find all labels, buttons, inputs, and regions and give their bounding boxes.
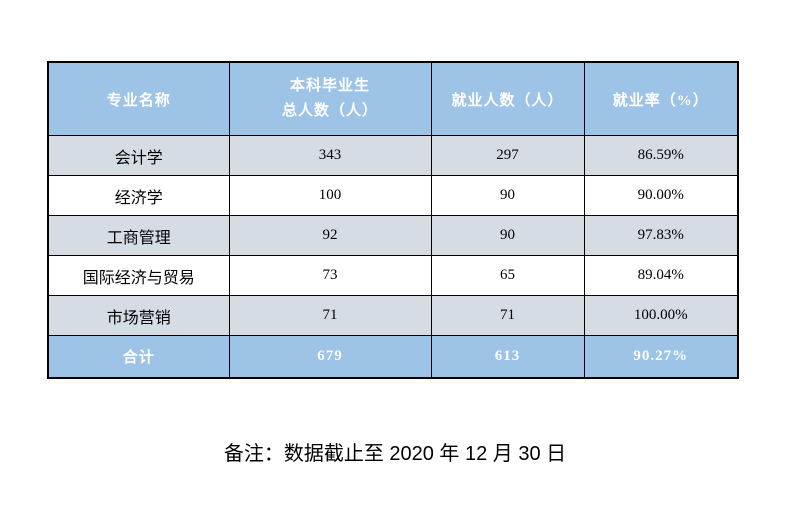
cell-employed: 297 <box>430 135 585 176</box>
cell-major: 工商管理 <box>47 215 230 256</box>
employment-table: 专业名称 本科毕业生 总人数（人） 就业人数（人） 就业率（%） 会计学 343… <box>47 61 739 379</box>
cell-employed: 90 <box>430 215 585 256</box>
table-row-marketing: 市场营销 71 71 100.00% <box>47 295 739 336</box>
cell-rate: 90.00% <box>583 175 739 216</box>
table-header-row: 专业名称 本科毕业生 总人数（人） 就业人数（人） 就业率（%） <box>47 61 739 136</box>
table-row-business-admin: 工商管理 92 90 97.83% <box>47 215 739 256</box>
cell-rate: 97.83% <box>583 215 739 256</box>
cell-employed: 90 <box>430 175 585 216</box>
cell-major: 市场营销 <box>47 295 230 336</box>
table-row-total: 合计 679 613 90.27% <box>47 335 739 379</box>
cell-graduates: 343 <box>228 135 432 176</box>
total-rate: 90.27% <box>583 335 739 379</box>
header-graduates-line1: 本科毕业生 <box>289 78 370 94</box>
footnote-text: 备注：数据截止至 2020 年 12 月 30 日 <box>223 443 567 465</box>
cell-major: 会计学 <box>47 135 230 176</box>
cell-graduates: 73 <box>228 255 432 296</box>
total-label: 合计 <box>47 335 230 379</box>
cell-employed: 65 <box>430 255 585 296</box>
total-graduates: 679 <box>228 335 432 379</box>
cell-major: 经济学 <box>47 175 230 216</box>
table-row-accounting: 会计学 343 297 86.59% <box>47 135 739 176</box>
header-cell-employed: 就业人数（人） <box>430 61 585 136</box>
cell-rate: 86.59% <box>583 135 739 176</box>
header-graduates-line2: 总人数（人） <box>281 103 378 119</box>
cell-rate: 100.00% <box>583 295 739 336</box>
total-employed: 613 <box>430 335 585 379</box>
cell-rate: 89.04% <box>583 255 739 296</box>
cell-major: 国际经济与贸易 <box>47 255 230 296</box>
cell-employed: 71 <box>430 295 585 336</box>
cell-graduates: 92 <box>228 215 432 256</box>
cell-graduates: 71 <box>228 295 432 336</box>
header-cell-rate: 就业率（%） <box>583 61 739 136</box>
table-row-intl-trade: 国际经济与贸易 73 65 89.04% <box>47 255 739 296</box>
header-cell-major: 专业名称 <box>47 61 230 136</box>
table-row-economics: 经济学 100 90 90.00% <box>47 175 739 216</box>
cell-graduates: 100 <box>228 175 432 216</box>
header-cell-graduates: 本科毕业生 总人数（人） <box>228 61 432 136</box>
